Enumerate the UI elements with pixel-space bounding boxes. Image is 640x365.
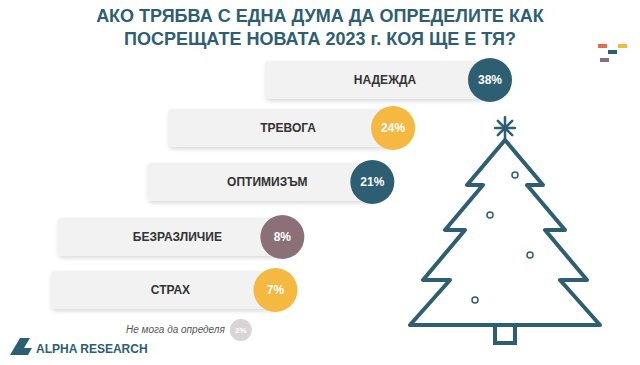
- marks: [50, 58, 512, 341]
- pill: [265, 61, 490, 99]
- category-label: БЕЗРАЗЛИЧИЕ: [133, 230, 222, 244]
- value-circle: [371, 106, 415, 150]
- value-circle: [260, 215, 304, 259]
- pill: [50, 271, 275, 309]
- tree-star: [505, 128, 512, 135]
- tree: [410, 140, 600, 325]
- tree-star: [505, 121, 512, 128]
- source-logo: ALPHA RESEARCH: [10, 338, 148, 356]
- pill: [147, 163, 372, 201]
- category-label: НАДЕЖДА: [354, 73, 417, 87]
- decor-rect: [608, 50, 617, 54]
- tree-ornament: [527, 252, 533, 258]
- pill: [57, 218, 282, 256]
- chart-svg: АКО ТРЯБВА С ЕДНА ДУМА ДА ОПРЕДЕЛИТЕ КАК…: [0, 0, 640, 365]
- title: АКО ТРЯБВА С ЕДНА ДУМА ДА ОПРЕДЕЛИТЕ КАК…: [96, 6, 545, 49]
- tree-star: [498, 121, 505, 128]
- data-label: 8%: [274, 230, 292, 244]
- value-circle: [253, 268, 297, 312]
- tree-ornament: [487, 212, 493, 218]
- data-label: 38%: [478, 73, 502, 87]
- decor-rect: [600, 58, 609, 62]
- value-circle: [350, 160, 394, 204]
- logo-icon: [10, 338, 32, 355]
- tree-trunk: [495, 325, 515, 343]
- chart-container: АКО ТРЯБВА С ЕДНА ДУМА ДА ОПРЕДЕЛИТЕ КАК…: [0, 0, 640, 365]
- data-label: 24%: [381, 121, 405, 135]
- data-label: 7%: [267, 283, 285, 297]
- tree-star: [498, 128, 505, 135]
- value-circle: [468, 58, 512, 102]
- tree-ornament: [472, 297, 478, 303]
- category-label: ТРЕВОГА: [260, 121, 316, 135]
- source: ALPHA RESEARCH: [36, 342, 148, 356]
- data-label: 21%: [360, 175, 384, 189]
- data-label: 2%: [235, 326, 247, 335]
- labels: НАДЕЖДА 38% ТРЕВОГА 24% ОПТИМИЗЪМ 21% БЕЗРАЗЛИ…: [126, 73, 502, 335]
- value-circle: [230, 319, 252, 341]
- category-label: СТРАХ: [151, 283, 190, 297]
- category-label: ОПТИМИЗЪМ: [227, 175, 307, 189]
- decor-rect: [598, 44, 607, 48]
- tree-ornament: [512, 172, 518, 178]
- pill: [168, 109, 393, 147]
- category-label: Не мога да определя: [126, 324, 225, 335]
- decor-rect: [618, 44, 627, 48]
